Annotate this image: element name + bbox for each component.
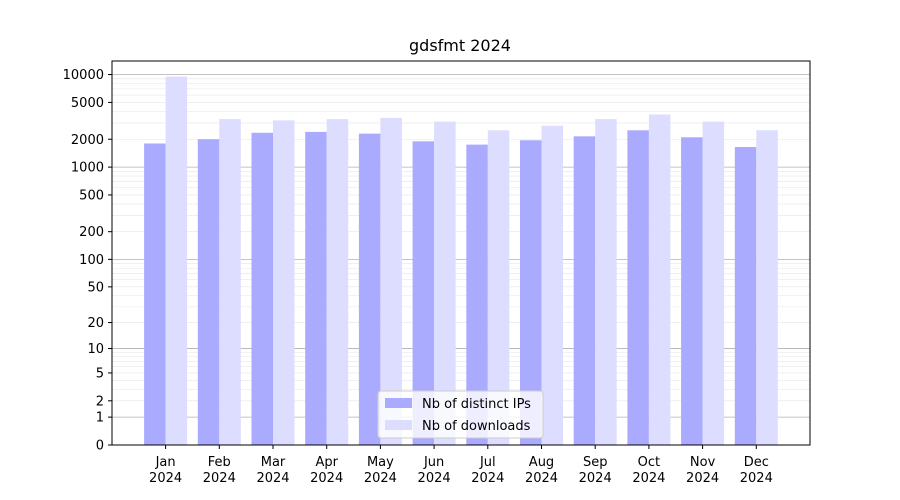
bar-downloads: [595, 119, 617, 446]
y-tick-label: 5: [96, 366, 104, 381]
bar-downloads: [165, 76, 188, 446]
bars: [144, 76, 778, 446]
x-tick-label-month: Jun: [423, 455, 444, 470]
bar-downloads: [273, 120, 295, 445]
x-tick-label-year: 2024: [418, 471, 451, 486]
bar-downloads: [702, 121, 725, 445]
bar-downloads: [326, 119, 349, 446]
y-tick-label: 50: [87, 280, 104, 295]
bar-downloads: [487, 130, 510, 445]
x-tick-label-year: 2024: [525, 471, 558, 486]
y-tick-label: 5000: [71, 96, 104, 111]
x-tick-label-month: Dec: [744, 455, 769, 470]
bar-distinct-ips: [520, 140, 542, 445]
bar-distinct-ips: [197, 139, 220, 445]
bar-distinct-ips: [573, 136, 596, 445]
y-tick-label: 0: [96, 439, 104, 454]
bar-downloads: [219, 119, 241, 446]
x-tick-label-year: 2024: [364, 471, 397, 486]
y-tick-label: 200: [79, 225, 104, 240]
x-tick-label-month: May: [367, 455, 394, 470]
x-tick-label-month: Aug: [529, 455, 554, 470]
bar-distinct-ips: [466, 144, 488, 445]
bar-downloads: [434, 121, 456, 445]
chart-title: gdsfmt 2024: [409, 36, 511, 55]
x-tick-label-year: 2024: [149, 471, 182, 486]
bar-distinct-ips: [627, 130, 649, 445]
x-tick-label-month: Jan: [155, 455, 176, 470]
bar-downloads: [756, 130, 778, 445]
x-tick-label-month: Nov: [690, 455, 716, 470]
x-tick-label-month: Oct: [638, 455, 660, 470]
bar-downloads: [648, 114, 671, 445]
bar-distinct-ips: [734, 146, 757, 445]
x-tick-label-year: 2024: [256, 471, 289, 486]
bar-downloads: [541, 125, 563, 445]
x-tick-label-month: Apr: [315, 455, 338, 470]
x-tick-label-month: Jul: [479, 455, 496, 470]
plot-area-frame: [111, 60, 811, 446]
y-tick-label: 1: [96, 411, 104, 426]
legend-label-distinct-ips: Nb of distinct IPs: [422, 397, 531, 412]
bar-distinct-ips: [305, 131, 327, 445]
bar-distinct-ips: [144, 143, 166, 446]
legend-label-downloads: Nb of downloads: [422, 419, 531, 434]
bar-distinct-ips: [412, 141, 435, 445]
x-tick-label-month: Mar: [261, 455, 286, 470]
x-tick-label-year: 2024: [203, 471, 236, 486]
y-tick-label: 1000: [71, 161, 104, 176]
x-tick-label-year: 2024: [310, 471, 343, 486]
y-tick-label: 500: [79, 188, 104, 203]
bar-distinct-ips: [251, 132, 273, 445]
y-tick-label: 10000: [63, 68, 104, 83]
bar-distinct-ips: [358, 133, 381, 445]
legend-swatch-downloads: [385, 420, 412, 430]
x-axis: Jan2024Feb2024Mar2024Apr2024May2024Jun20…: [149, 445, 773, 486]
x-tick-label-year: 2024: [471, 471, 504, 486]
bar-downloads: [380, 117, 402, 445]
y-tick-label: 2: [96, 394, 104, 409]
y-axis: 0 1 2 5 10 20 50 100 200 500 1000 2000 5000 10000: [63, 68, 112, 454]
legend-box: [377, 390, 544, 439]
bar-distinct-ips: [681, 137, 703, 446]
legend: Nb of distinct IPs Nb of downloads: [377, 390, 544, 439]
y-tick-label: 100: [79, 253, 104, 268]
x-tick-label-year: 2024: [579, 471, 612, 486]
x-tick-label-month: Feb: [208, 455, 231, 470]
y-tick-label: 10: [87, 342, 104, 357]
x-tick-label-year: 2024: [686, 471, 719, 486]
x-tick-label-year: 2024: [740, 471, 773, 486]
y-tick-label: 2000: [71, 133, 104, 148]
y-tick-label: 20: [87, 316, 104, 331]
x-tick-label-month: Sep: [583, 455, 608, 470]
x-tick-label-year: 2024: [632, 471, 665, 486]
legend-swatch-distinct-ips: [385, 398, 412, 408]
